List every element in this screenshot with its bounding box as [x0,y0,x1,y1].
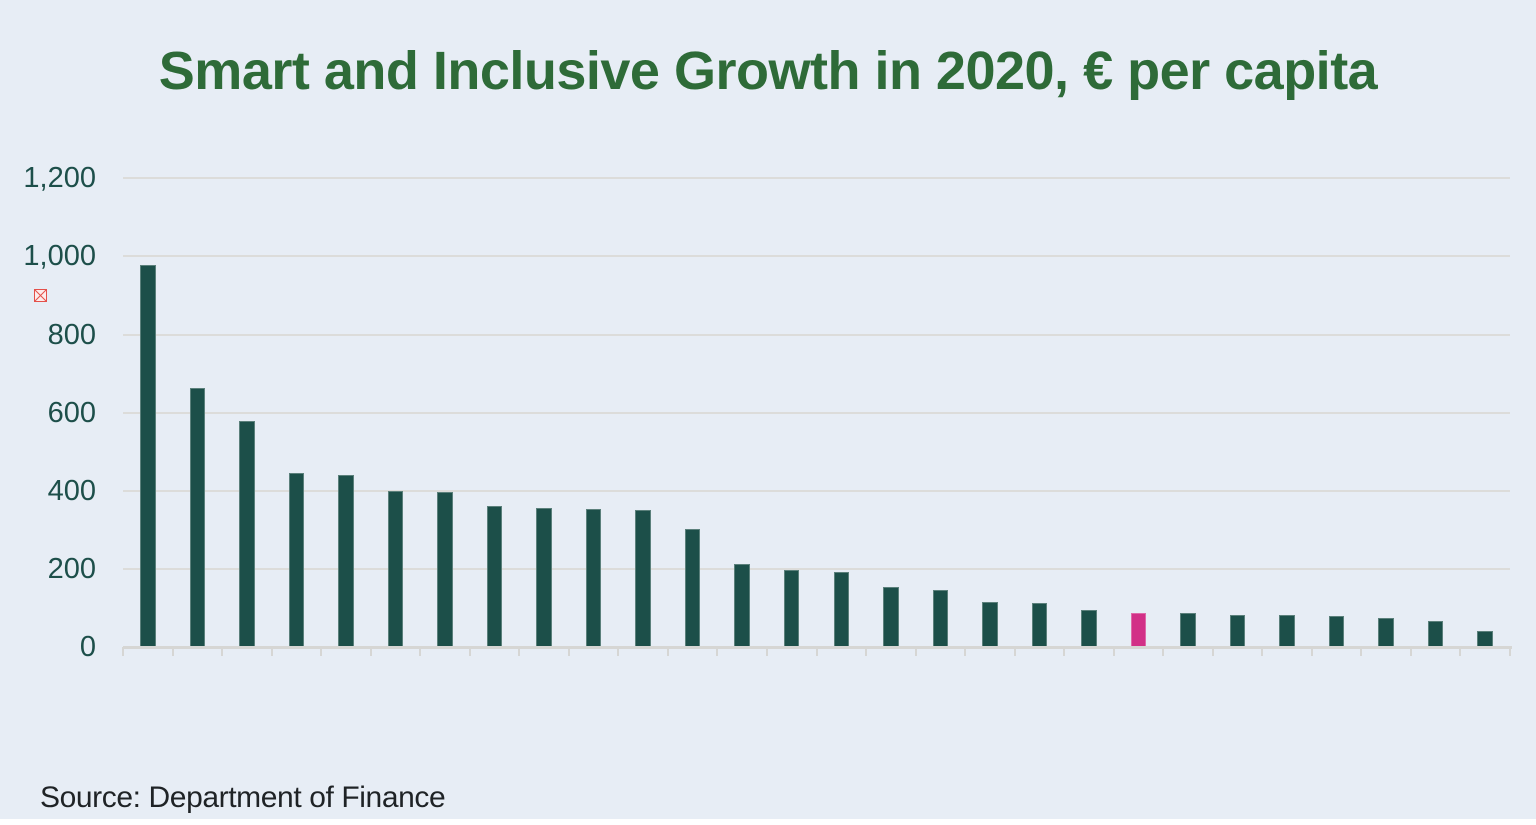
x-axis-tick [1310,647,1313,656]
y-axis-tick-label: 1,000 [23,240,96,273]
bar [883,587,899,647]
chart-title: Smart and Inclusive Growth in 2020, € pe… [158,41,1378,101]
y-axis-tick-label: 200 [47,552,96,585]
bar [635,509,651,647]
x-axis-tick [419,647,422,656]
bar [1180,613,1196,647]
bar [783,569,800,647]
x-axis-tick [369,647,372,656]
bar [387,490,404,647]
x-axis-tick [1409,647,1412,656]
x-axis-tick [518,647,521,656]
x-axis-tick [1112,647,1115,656]
gridline [123,333,1510,336]
x-axis-tick [270,647,273,656]
bar [536,507,552,647]
bar [1477,631,1493,647]
bar [1378,618,1394,647]
x-axis-tick [171,647,174,656]
x-axis-tick [666,647,669,656]
x-axis-tick [320,647,323,656]
x-axis-tick [964,647,967,656]
bar [189,388,206,647]
bar [585,508,602,647]
x-axis-tick [1360,647,1363,656]
x-axis-line [123,646,1512,649]
x-axis-tick [1063,647,1066,656]
x-axis-tick [617,647,620,656]
y-axis-tick-label: 800 [47,318,96,351]
bar [932,589,949,647]
gridline [123,177,1510,180]
x-axis-tick [765,647,768,656]
x-axis-tick [1013,647,1016,656]
x-axis-tick [567,647,570,656]
y-axis-tick-label: 0 [79,631,96,663]
bar-highlighted [1130,612,1147,647]
source-note: Source: Department of Finance [40,781,446,814]
bar [437,492,453,647]
y-axis-tick-label: 600 [47,396,96,429]
bar [1328,615,1345,647]
bar [140,265,156,647]
x-axis-tick [221,647,224,656]
bar [734,563,750,647]
bar [684,529,701,647]
x-axis-tick [1509,647,1511,656]
x-axis-tick [1162,647,1165,656]
bar [1229,614,1246,647]
x-axis-tick [122,647,124,656]
bar [239,421,255,647]
x-axis-tick [1211,647,1214,656]
bar [288,473,305,647]
x-axis-tick [1459,647,1462,656]
bar [982,602,998,647]
x-axis-tick [914,647,917,656]
broken-image-icon [34,289,47,302]
bar [486,505,503,647]
x-axis-tick [815,647,818,656]
bar [1427,621,1444,647]
bar [1081,609,1097,647]
y-axis-tick-label: 1,200 [23,162,96,195]
x-axis-tick [865,647,868,656]
x-axis-tick [716,647,719,656]
bar [1031,602,1048,647]
gridline [123,489,1510,492]
bar [338,474,354,647]
bar [833,571,850,647]
bar [1279,615,1295,647]
gridline [123,255,1510,258]
x-axis-tick [1261,647,1264,656]
gridline [123,567,1510,570]
x-axis-tick [468,647,471,656]
gridline [123,411,1510,414]
y-axis-tick-label: 400 [47,474,96,507]
